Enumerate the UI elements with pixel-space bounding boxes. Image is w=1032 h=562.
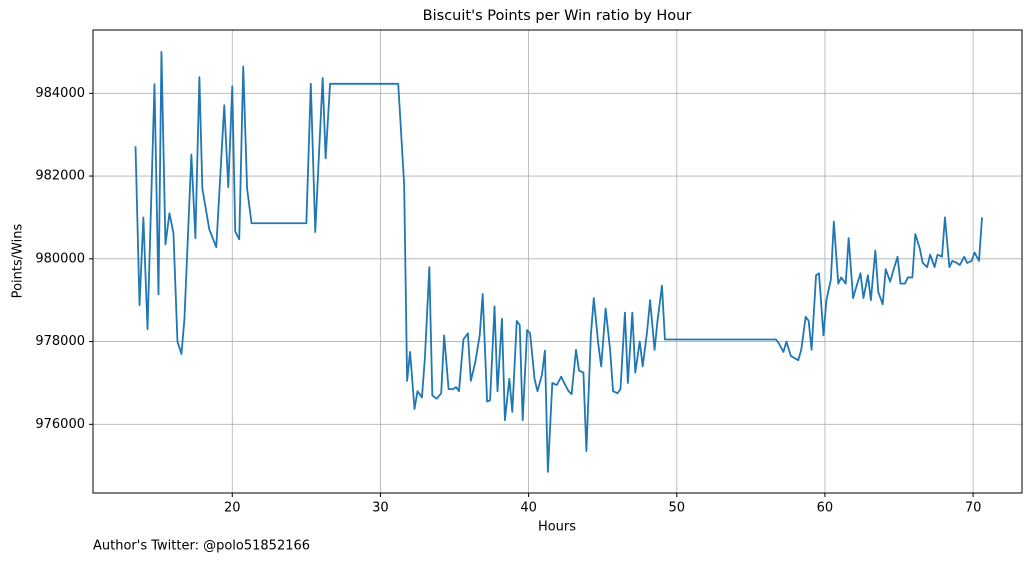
grid (93, 30, 1022, 493)
y-tick-label: 976000 (35, 417, 85, 432)
x-tick-label: 70 (965, 501, 982, 516)
x-tick-label: 50 (669, 501, 686, 516)
y-axis-label: Points/Wins (11, 223, 26, 298)
x-tick-label: 60 (817, 501, 834, 516)
x-tick-label: 20 (224, 501, 241, 516)
footnote: Author's Twitter: @polo51852166 (93, 539, 310, 554)
data-line (134, 51, 983, 473)
x-tick-label: 40 (520, 501, 537, 516)
x-axis-label: Hours (538, 520, 576, 535)
plot-frame (92, 29, 1023, 494)
x-tick-label: 30 (372, 501, 389, 516)
chart-title: Biscuit's Points per Win ratio by Hour (423, 8, 692, 24)
y-tick-label: 984000 (35, 86, 85, 101)
plot (134, 51, 983, 473)
y-tick-label: 982000 (35, 169, 85, 184)
y-tick-label: 980000 (35, 251, 85, 266)
y-tick-label: 978000 (35, 334, 85, 349)
